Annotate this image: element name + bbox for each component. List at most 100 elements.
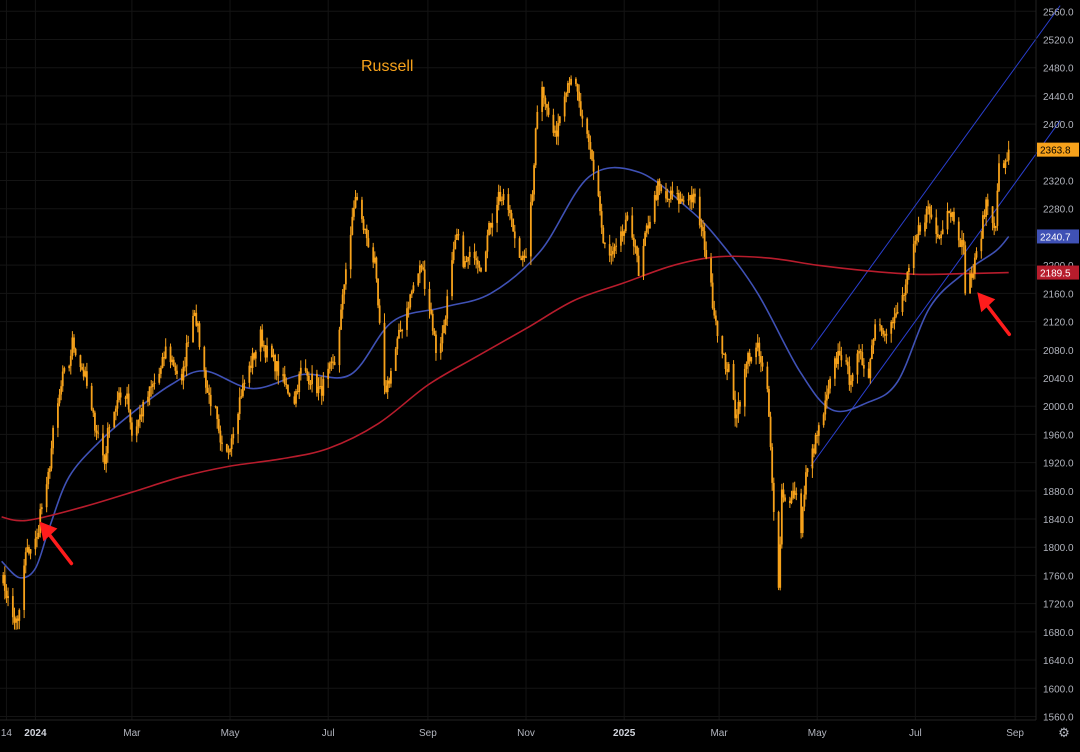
candle-body [936,233,939,238]
candle-body [105,453,108,464]
candle-body [948,210,951,213]
candle-body [444,318,447,326]
candle-body [196,323,199,326]
candle-body [74,348,77,356]
candle-body [649,221,651,229]
candle-body [938,237,941,239]
candle-body [383,322,386,386]
candle-body [307,375,310,385]
candle-body [563,96,566,117]
candle-body [221,442,223,444]
candle-body [558,116,561,124]
candle-body [824,400,827,415]
candle-body [906,272,909,285]
candle-body [829,378,831,389]
candle-body [158,373,161,383]
candle-body [544,97,547,105]
candle-body [248,365,251,383]
candle-body [203,347,206,371]
candle-body [309,384,312,386]
candle-body [510,213,513,219]
candle-body [732,363,735,400]
candle-body [620,231,622,246]
candle-body [951,211,954,217]
candle-body [340,309,342,330]
candle-body [153,382,156,384]
candle-body [660,185,663,192]
candle-body [940,234,942,239]
candle-body [7,596,9,599]
price-badge [1037,265,1079,280]
candle-body [209,394,212,407]
y-tick-label: 1840.0 [1043,515,1074,526]
candle-body [924,222,926,232]
candle-body [192,315,194,343]
candle-body [996,190,999,226]
candle-body [151,383,154,387]
candle-body [15,618,17,623]
candle-body [378,305,381,323]
candle-body [599,196,601,212]
candle-body [653,195,656,222]
candle-body [5,590,8,599]
candle-body [18,610,21,621]
candle-body [957,221,960,241]
candle-body [365,228,368,239]
y-tick-label: 1560.0 [1043,712,1074,723]
candle-body [193,312,196,316]
candle-body [375,257,378,279]
candle-body [587,133,590,143]
annotations [39,292,1012,566]
candle-body [106,428,109,454]
candle-body [140,414,143,417]
candle-body [602,227,605,243]
candle-body [658,181,661,186]
candle-body [566,83,569,93]
candle-body [328,363,331,369]
candle-body [896,311,899,314]
x-axis[interactable]: 14 2024 Mar May Jul Sep Nov 2025 Mar May Jul Sep [1,728,1025,739]
candle-body [446,296,449,319]
candle-body [891,321,894,324]
candle-body [275,361,278,372]
candle-body [772,482,775,512]
candle-body [985,199,988,217]
candle-body [137,419,140,427]
candle-body [362,219,365,231]
candle-body [621,231,624,236]
candle-body [914,240,917,244]
candle-body [11,596,14,618]
chart-settings-icon[interactable]: ⚙ [1058,725,1070,740]
candle-body [394,348,397,371]
candle-body [882,330,885,335]
candle-body [311,373,313,385]
candle-body [254,351,257,359]
x-tick-label: 14 [1,728,13,739]
candle-body [385,385,387,393]
candle-body [161,357,164,368]
candle-body [114,408,117,412]
candle-body [13,617,16,623]
candle-body [409,294,412,308]
candle-body [159,367,162,374]
candle-body [912,243,915,269]
y-tick-label: 1880.0 [1043,487,1074,498]
candle-body [845,360,848,362]
candle-body [874,324,877,340]
candle-body [840,355,843,361]
price-badge-label: 2189.5 [1040,269,1071,280]
candle-body [423,269,426,289]
candle-body [991,206,994,224]
candle-body [480,267,482,272]
candle-body [714,315,717,321]
candle-body [994,225,997,228]
candle-body [73,337,75,349]
candle-body [288,393,291,397]
candle-body [90,385,93,410]
candle-body [637,255,640,277]
candle-body [851,374,854,382]
candle-body [755,347,757,358]
candle-body [518,238,521,258]
